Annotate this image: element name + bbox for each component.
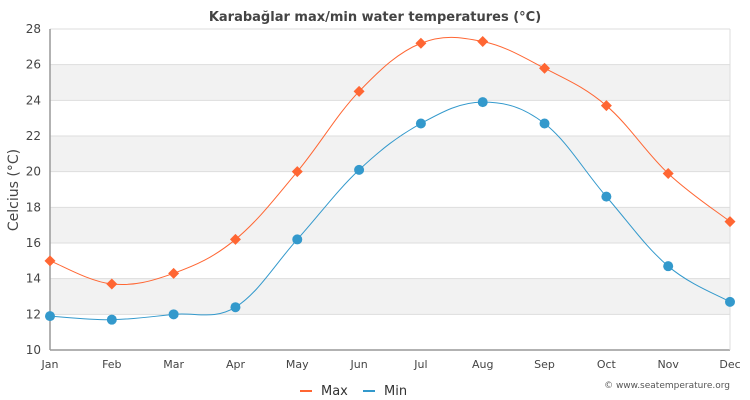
plot-band [50,64,730,101]
data-point-max[interactable] [44,255,56,267]
data-point-max[interactable] [539,62,551,74]
data-point-min[interactable] [168,309,179,320]
plot-bands [50,64,730,315]
x-tick-label: Jul [413,358,427,371]
data-point-min[interactable] [106,314,117,325]
data-point-max[interactable] [724,216,736,228]
y-tick-label: 12 [26,307,41,321]
x-tick-label: Sep [534,358,555,371]
legend-max-label[interactable]: Max [321,384,348,399]
data-point-min[interactable] [415,118,426,129]
x-tick-label: Aug [472,358,493,371]
data-point-max[interactable] [168,267,180,279]
data-point-max[interactable] [229,233,241,245]
data-point-max[interactable] [353,85,365,97]
x-tick-label: Feb [102,358,121,371]
data-point-min[interactable] [45,311,55,322]
y-axis-label: Celcius (°C) [6,149,22,231]
plot-band [50,278,730,315]
plot-band [50,136,730,172]
data-point-min[interactable] [601,191,612,202]
y-tick-label: 10 [26,343,41,357]
data-point-max[interactable] [477,35,489,47]
x-tick-label: Oct [597,358,617,371]
data-point-max[interactable] [415,37,427,49]
data-point-max[interactable] [106,278,118,290]
data-point-min[interactable] [230,302,241,313]
data-point-min[interactable] [292,234,303,245]
plot-band [50,207,730,243]
y-tick-label: 26 [26,58,41,72]
x-tick-label: Dec [719,358,740,371]
legend-min-label[interactable]: Min [384,384,407,399]
x-tick-label: Nov [657,358,679,371]
data-point-min[interactable] [663,261,674,272]
data-point-min[interactable] [354,164,365,175]
chart-title: Karabağlar max/min water temperatures (°… [209,10,541,25]
y-tick-label: 16 [26,236,41,250]
gridlines [50,28,730,351]
series-group [44,35,736,325]
legend: Max Min [300,384,407,399]
data-point-min[interactable] [477,97,488,108]
y-tick-label: 18 [26,200,41,214]
series-max [44,35,736,290]
x-axis-ticks: Jan Feb Mar Apr May Jun Jul Aug Sep Oct Nov Dec [41,358,741,371]
y-tick-label: 20 [26,165,41,179]
x-tick-label: Jan [41,358,59,371]
x-tick-label: Apr [226,358,246,371]
y-tick-label: 28 [26,22,41,36]
credit-text: © www.seatemperature.org [604,381,730,391]
series-min [45,97,735,325]
y-tick-label: 22 [26,129,41,143]
data-point-min[interactable] [539,118,550,129]
data-point-max[interactable] [291,166,303,178]
y-tick-label: 24 [26,93,41,107]
data-point-max[interactable] [600,100,612,112]
data-point-min[interactable] [725,296,735,307]
x-tick-label: May [286,358,309,371]
y-axis-ticks: 10 12 14 16 18 20 22 24 26 28 [26,22,41,357]
data-point-max[interactable] [662,167,674,179]
x-tick-label: Mar [163,358,184,371]
x-tick-label: Jun [349,358,367,371]
y-tick-label: 14 [26,272,41,286]
